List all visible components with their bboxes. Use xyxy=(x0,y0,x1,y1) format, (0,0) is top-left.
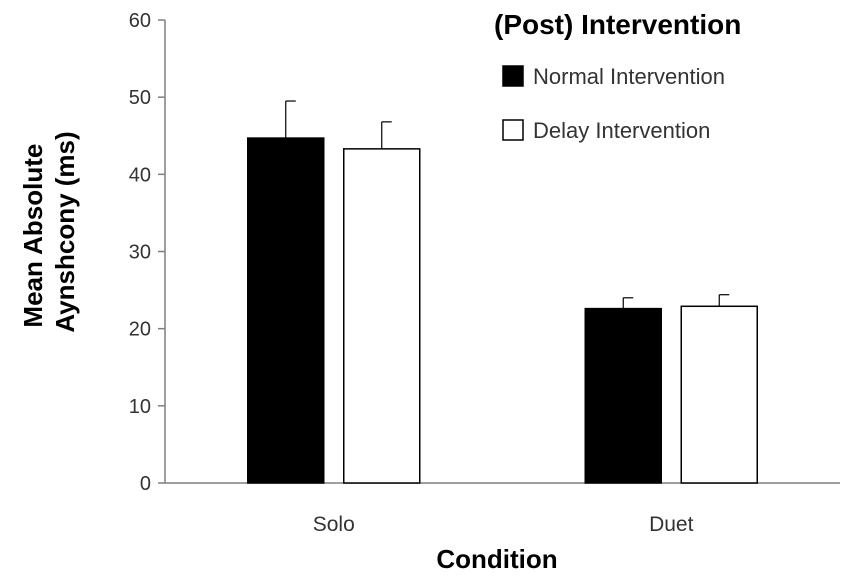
bars xyxy=(247,137,758,484)
y-tick-label: 50 xyxy=(129,87,151,109)
legend: (Post) Intervention Normal Intervention D… xyxy=(494,9,741,143)
bar xyxy=(584,307,662,484)
y-axis-title-line-1: Mean Absolute xyxy=(18,144,48,328)
y-axis-title: Mean Absolute Aynshcony (ms) xyxy=(18,131,80,332)
legend-label: Normal Intervention xyxy=(533,64,725,89)
legend-label: Delay Intervention xyxy=(533,118,710,143)
x-axis-categories: Solo Duet xyxy=(313,513,694,536)
y-axis-ticks: 0 10 20 30 40 50 60 xyxy=(129,10,165,495)
legend-swatch xyxy=(502,119,524,141)
bar xyxy=(680,305,758,484)
x-tick-label: Duet xyxy=(649,513,694,536)
y-tick-label: 10 xyxy=(129,396,151,418)
y-tick-label: 30 xyxy=(129,242,151,264)
legend-swatch xyxy=(502,65,524,87)
y-axis-title-line-2: Aynshcony (ms) xyxy=(50,131,80,332)
bar xyxy=(247,137,325,484)
legend-items: Normal Intervention Delay Intervention xyxy=(502,64,725,143)
bar xyxy=(343,148,421,484)
y-tick-label: 20 xyxy=(129,319,151,341)
y-tick-label: 0 xyxy=(140,473,151,495)
y-tick-label: 40 xyxy=(129,164,151,186)
error-bars xyxy=(285,100,730,309)
y-tick-label: 60 xyxy=(129,10,151,32)
x-tick-label: Solo xyxy=(313,513,355,536)
legend-title: (Post) Intervention xyxy=(494,9,741,40)
x-axis-title: Condition xyxy=(436,544,557,574)
